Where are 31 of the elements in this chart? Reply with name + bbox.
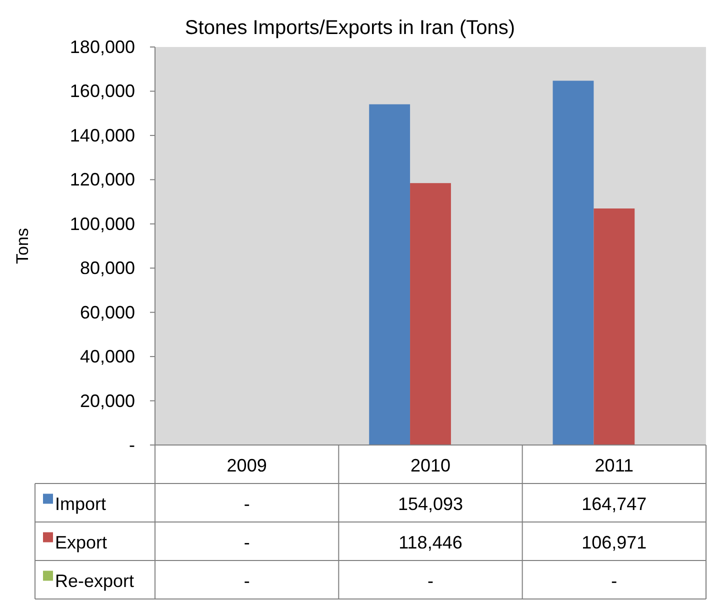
data-label: 154,093 <box>398 494 464 514</box>
data-label: - <box>244 532 250 552</box>
data-label: - <box>428 570 434 591</box>
bar <box>594 208 635 445</box>
legend-label: Re-export <box>55 570 134 591</box>
y-tick-label: 140,000 <box>70 125 135 146</box>
data-label: - <box>244 570 250 591</box>
bar <box>552 80 594 445</box>
data-label: - <box>244 494 250 514</box>
legend-label: Export <box>55 532 108 552</box>
y-axis-title: Tons <box>13 228 32 264</box>
bar <box>369 104 410 445</box>
y-tick-label: 100,000 <box>70 214 135 234</box>
x-tick-label: 2009 <box>226 455 267 476</box>
data-label: - <box>611 570 618 591</box>
y-tick-label: 20,000 <box>80 390 135 411</box>
y-tick-label: 120,000 <box>70 170 135 190</box>
y-tick-label: 180,000 <box>70 37 135 57</box>
y-tick-label: 60,000 <box>80 302 135 322</box>
x-tick-label: 2010 <box>410 455 451 476</box>
x-tick-label: 2011 <box>594 455 634 476</box>
bar <box>410 183 451 445</box>
data-label: 164,747 <box>582 494 647 514</box>
chart-title: Stones Imports/Exports in Iran (Tons) <box>184 17 516 39</box>
y-tick-label: - <box>129 435 135 455</box>
y-tick-label: 40,000 <box>80 346 135 367</box>
data-label: 118,446 <box>398 532 462 552</box>
data-label: 106,971 <box>582 532 647 552</box>
y-tick-label: 160,000 <box>70 81 135 102</box>
legend-label: Import <box>55 494 106 514</box>
y-tick-label: 80,000 <box>80 258 135 278</box>
